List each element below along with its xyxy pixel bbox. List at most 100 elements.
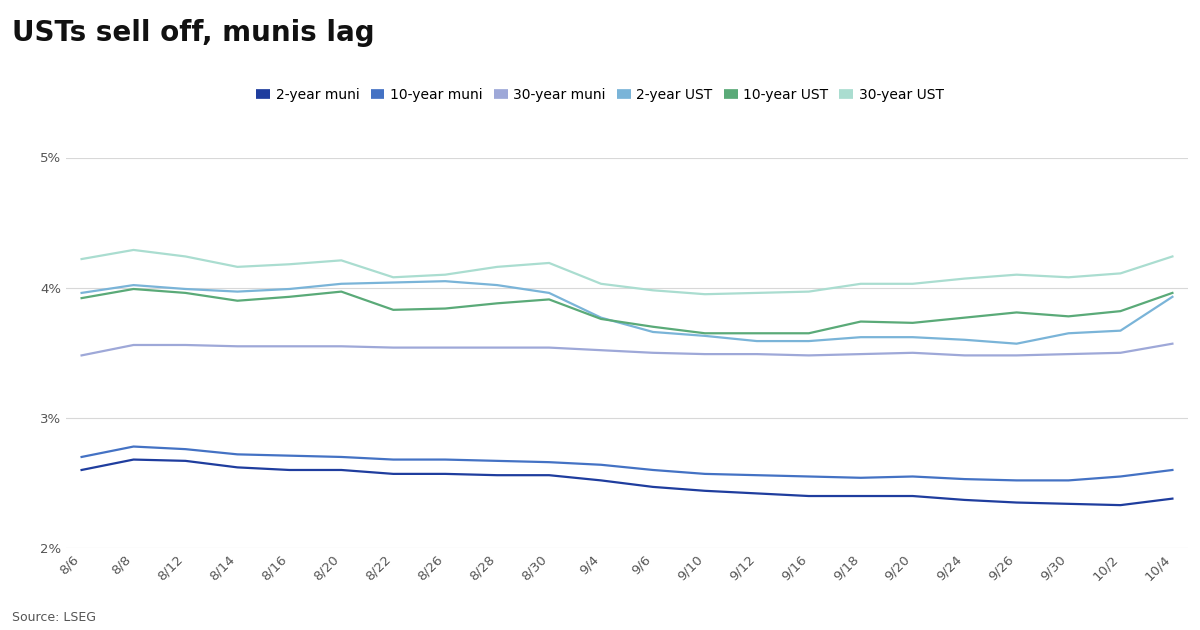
30-year muni xyxy=(906,349,920,357)
30-year UST xyxy=(334,256,348,264)
2-year muni xyxy=(594,477,608,484)
30-year muni xyxy=(230,343,245,350)
30-year muni xyxy=(853,350,868,358)
Legend: 2-year muni, 10-year muni, 30-year muni, 2-year UST, 10-year UST, 30-year UST: 2-year muni, 10-year muni, 30-year muni,… xyxy=(251,83,949,108)
2-year muni xyxy=(126,455,140,463)
30-year muni xyxy=(126,341,140,349)
2-year muni xyxy=(646,483,660,491)
30-year UST xyxy=(1009,271,1024,278)
10-year muni xyxy=(230,450,245,458)
10-year UST xyxy=(1114,307,1128,315)
10-year muni xyxy=(1165,466,1180,474)
2-year muni xyxy=(697,487,712,495)
10-year muni xyxy=(646,466,660,474)
30-year muni xyxy=(490,344,504,352)
2-year UST xyxy=(958,336,972,343)
10-year UST xyxy=(1061,312,1075,320)
10-year UST xyxy=(438,305,452,312)
30-year UST xyxy=(646,287,660,294)
30-year muni xyxy=(750,350,764,358)
10-year UST xyxy=(697,329,712,337)
2-year UST xyxy=(386,278,401,286)
10-year muni xyxy=(1061,477,1075,484)
10-year UST xyxy=(126,285,140,293)
10-year muni xyxy=(282,452,296,459)
10-year muni xyxy=(126,443,140,450)
30-year UST xyxy=(750,289,764,297)
10-year UST xyxy=(490,299,504,307)
2-year UST xyxy=(1009,340,1024,348)
2-year muni xyxy=(230,464,245,471)
10-year muni xyxy=(334,453,348,461)
10-year UST xyxy=(1009,309,1024,316)
10-year muni xyxy=(490,457,504,465)
Text: USTs sell off, munis lag: USTs sell off, munis lag xyxy=(12,19,374,47)
10-year muni xyxy=(958,475,972,483)
30-year muni xyxy=(1165,340,1180,348)
30-year UST xyxy=(230,263,245,271)
10-year UST xyxy=(386,306,401,314)
30-year UST xyxy=(74,255,89,263)
30-year UST xyxy=(853,280,868,287)
2-year UST xyxy=(179,285,193,293)
10-year UST xyxy=(542,295,557,303)
2-year UST xyxy=(230,288,245,295)
2-year muni xyxy=(750,490,764,497)
2-year muni xyxy=(438,470,452,478)
30-year muni xyxy=(958,352,972,359)
2-year muni xyxy=(853,492,868,500)
10-year UST xyxy=(958,314,972,321)
10-year muni xyxy=(1009,477,1024,484)
2-year UST xyxy=(853,333,868,341)
30-year UST xyxy=(386,273,401,281)
30-year muni xyxy=(1061,350,1075,358)
10-year UST xyxy=(74,294,89,302)
10-year UST xyxy=(906,319,920,326)
2-year muni xyxy=(542,471,557,479)
30-year muni xyxy=(74,352,89,359)
10-year UST xyxy=(802,329,816,337)
2-year muni xyxy=(906,492,920,500)
30-year UST xyxy=(490,263,504,271)
30-year UST xyxy=(906,280,920,287)
10-year UST xyxy=(750,329,764,337)
2-year UST xyxy=(750,337,764,345)
2-year muni xyxy=(490,471,504,479)
30-year muni xyxy=(1009,352,1024,359)
2-year UST xyxy=(74,289,89,297)
2-year UST xyxy=(1165,293,1180,301)
2-year UST xyxy=(906,333,920,341)
2-year UST xyxy=(334,280,348,287)
10-year muni xyxy=(386,455,401,463)
2-year UST xyxy=(1061,329,1075,337)
2-year UST xyxy=(594,314,608,321)
10-year UST xyxy=(1165,289,1180,297)
30-year UST xyxy=(594,280,608,287)
Line: 30-year muni: 30-year muni xyxy=(82,344,1172,355)
10-year muni xyxy=(438,455,452,463)
2-year UST xyxy=(126,282,140,289)
2-year muni xyxy=(334,466,348,474)
30-year UST xyxy=(802,288,816,295)
2-year muni xyxy=(74,466,89,474)
30-year muni xyxy=(179,341,193,349)
30-year UST xyxy=(1114,270,1128,277)
2-year UST xyxy=(490,282,504,289)
2-year muni xyxy=(802,492,816,500)
2-year UST xyxy=(802,337,816,345)
10-year muni xyxy=(74,453,89,461)
10-year muni xyxy=(802,472,816,480)
10-year muni xyxy=(1114,472,1128,480)
Line: 30-year UST: 30-year UST xyxy=(82,250,1172,294)
Line: 2-year muni: 2-year muni xyxy=(82,459,1172,505)
2-year UST xyxy=(542,289,557,297)
30-year UST xyxy=(126,246,140,254)
30-year muni xyxy=(542,344,557,352)
30-year UST xyxy=(1061,273,1075,281)
Line: 10-year UST: 10-year UST xyxy=(82,289,1172,333)
30-year UST xyxy=(282,260,296,268)
10-year muni xyxy=(906,472,920,480)
30-year muni xyxy=(697,350,712,358)
30-year UST xyxy=(179,253,193,260)
2-year UST xyxy=(697,332,712,340)
